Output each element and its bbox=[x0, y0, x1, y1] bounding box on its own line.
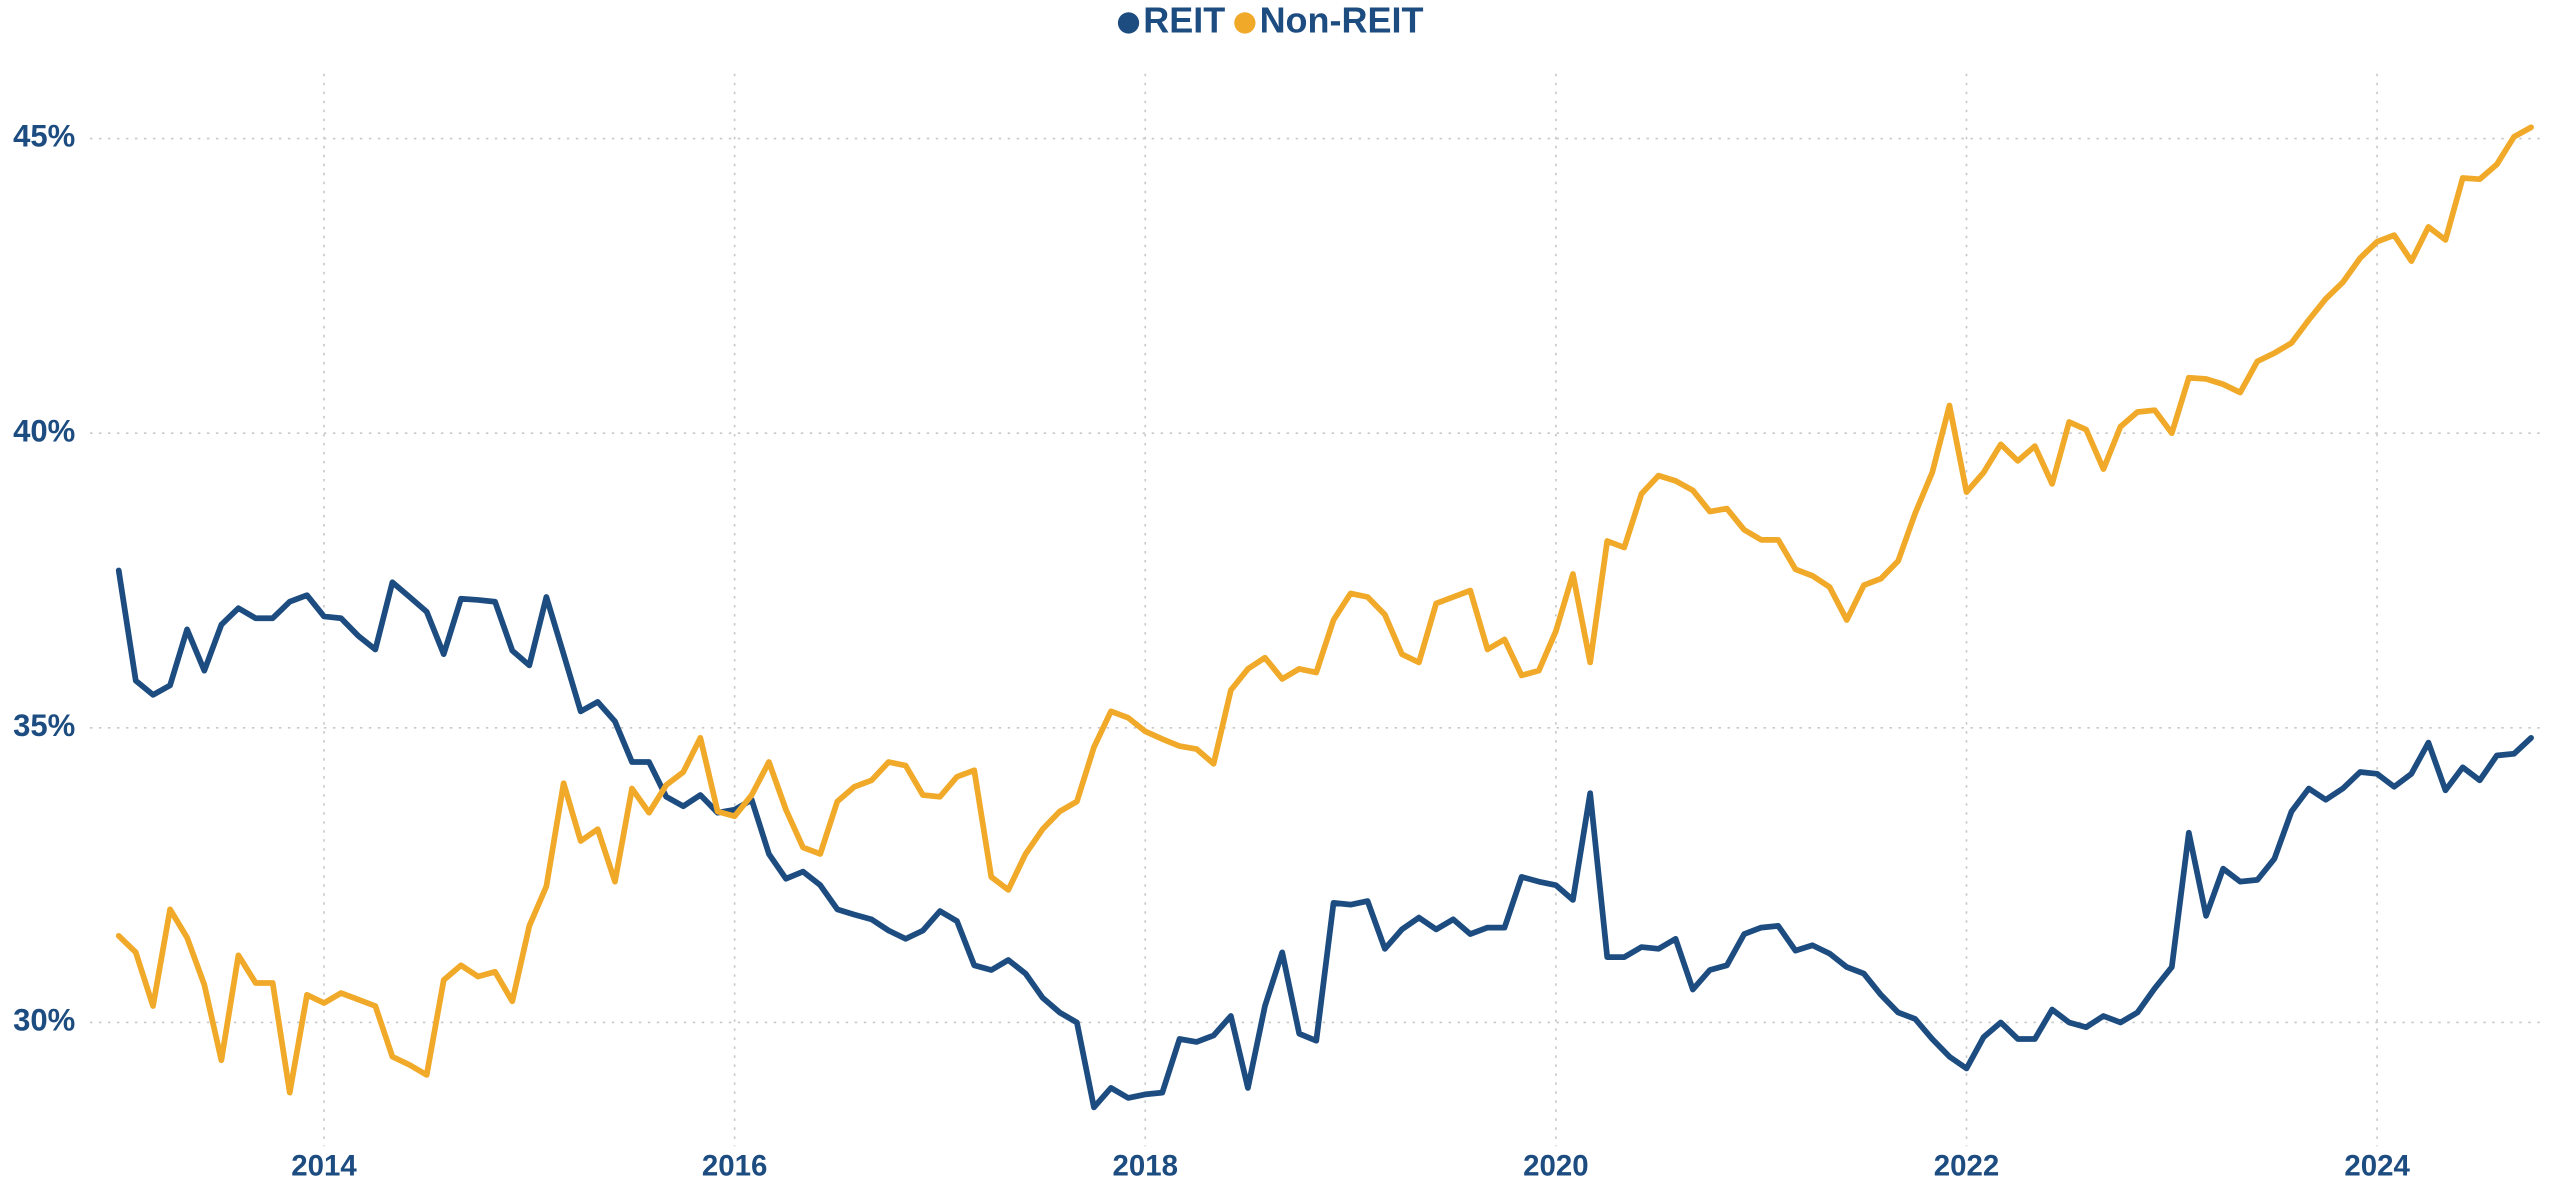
x-tick-label: 2022 bbox=[1934, 1149, 1999, 1179]
legend: REIT Non-REIT bbox=[1117, 0, 1423, 40]
legend-item: REIT bbox=[1117, 0, 1225, 40]
x-tick-label: 2020 bbox=[1523, 1149, 1588, 1179]
y-tick-label: 45% bbox=[13, 119, 75, 154]
legend-marker bbox=[1234, 12, 1256, 34]
y-tick-label: 35% bbox=[13, 708, 75, 743]
x-tick-label: 2024 bbox=[2344, 1149, 2410, 1179]
legend-label: Non-REIT bbox=[1260, 0, 1424, 40]
series-line bbox=[115, 567, 2534, 1111]
x-tick-label: 2014 bbox=[291, 1149, 357, 1179]
legend-item: Non-REIT bbox=[1234, 0, 1423, 40]
legend-label: REIT bbox=[1143, 0, 1225, 40]
x-tick-label: 2016 bbox=[702, 1149, 767, 1179]
x-tick-label: 2018 bbox=[1113, 1149, 1178, 1179]
series-line bbox=[115, 124, 2534, 1096]
legend-marker bbox=[1117, 12, 1140, 34]
y-tick-label: 30% bbox=[13, 1003, 75, 1038]
y-tick-label: 40% bbox=[13, 413, 75, 448]
